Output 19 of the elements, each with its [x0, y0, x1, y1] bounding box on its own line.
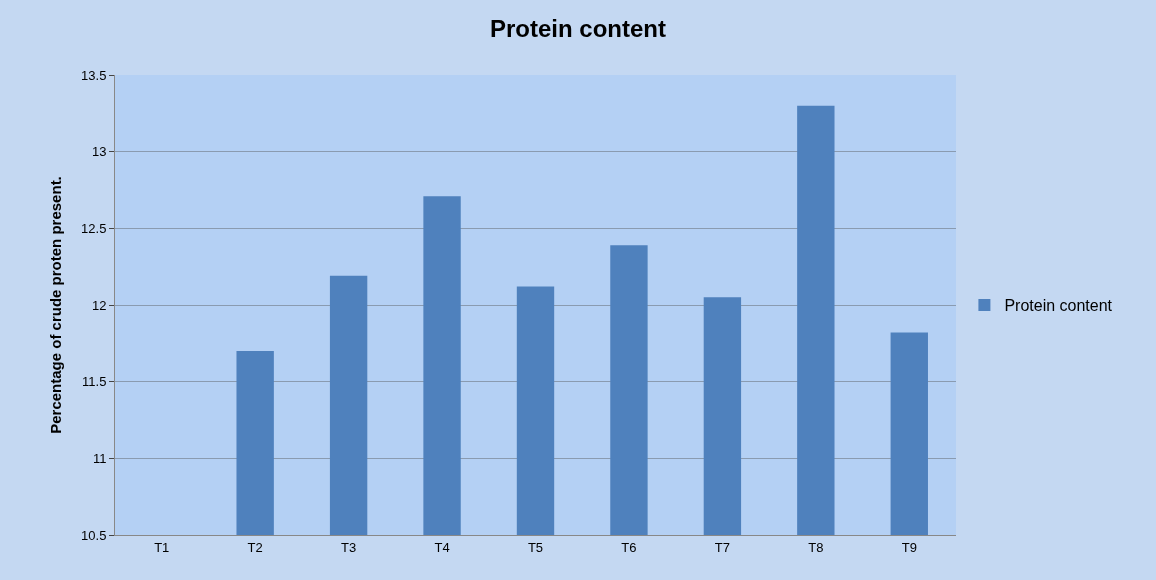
legend-label: Protein content — [1004, 297, 1113, 315]
y-tick-label: 10.5 — [81, 527, 107, 543]
x-tick-label: T3 — [341, 539, 357, 555]
x-tick-label: T4 — [434, 539, 450, 555]
x-tick-label: T7 — [714, 539, 730, 555]
y-tick-label: 12 — [91, 297, 107, 313]
y-tick-label: 12.5 — [81, 220, 107, 236]
x-tick-label: T1 — [154, 539, 170, 555]
chart-title: Protein content — [489, 15, 667, 43]
x-tick-label: T6 — [621, 539, 637, 555]
y-tick-label: 11.5 — [82, 374, 107, 390]
x-tick-label: T2 — [247, 539, 263, 555]
x-tick-label: T9 — [901, 539, 917, 555]
x-tick-label: T5 — [527, 539, 544, 555]
y-tick-label: 13 — [91, 144, 107, 160]
y-tick-label: 13.5 — [81, 67, 107, 83]
y-axis-title: Percentage of crude proten present. — [47, 176, 65, 434]
x-tick-label: T8 — [808, 539, 824, 555]
y-tick-label: 11 — [92, 450, 107, 466]
